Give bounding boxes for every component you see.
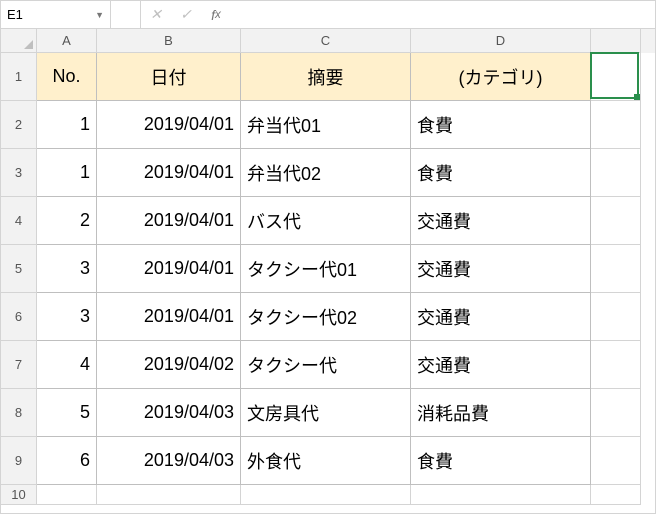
cell-date[interactable]: 2019/04/03 (97, 389, 241, 437)
cell-no[interactable]: 1 (37, 101, 97, 149)
header-cell-desc[interactable]: 摘要 (241, 53, 411, 101)
cell-no[interactable]: 4 (37, 341, 97, 389)
row-header-2[interactable]: 2 (1, 101, 37, 149)
cell-no[interactable]: 1 (37, 149, 97, 197)
cell-category[interactable]: 交通費 (411, 197, 591, 245)
table-row: 7 4 2019/04/02 タクシー代 交通費 (1, 341, 655, 389)
formula-bar: E1 ▼ ✕ ✓ fx (1, 1, 655, 29)
cell-category[interactable]: 交通費 (411, 245, 591, 293)
column-header-a[interactable]: A (37, 29, 97, 53)
cell-date[interactable]: 2019/04/01 (97, 197, 241, 245)
header-cell-date[interactable]: 日付 (97, 53, 241, 101)
row-header-8[interactable]: 8 (1, 389, 37, 437)
cell-category[interactable]: 食費 (411, 437, 591, 485)
cell-blank[interactable] (591, 437, 641, 485)
formula-input[interactable] (231, 1, 655, 28)
cell-date[interactable]: 2019/04/01 (97, 101, 241, 149)
cell-blank[interactable] (97, 485, 241, 505)
spreadsheet-grid: A B C D 1 No. 日付 摘要 (カテゴリ) 2 1 2019/04/0… (1, 29, 655, 505)
cell-no[interactable]: 2 (37, 197, 97, 245)
table-row: 2 1 2019/04/01 弁当代01 食費 (1, 101, 655, 149)
cell-blank[interactable] (411, 485, 591, 505)
column-header-c[interactable]: C (241, 29, 411, 53)
cell-blank[interactable] (591, 485, 641, 505)
cell-e1[interactable] (591, 53, 641, 101)
cell-blank[interactable] (37, 485, 97, 505)
cell-blank[interactable] (591, 149, 641, 197)
cell-date[interactable]: 2019/04/03 (97, 437, 241, 485)
cell-category[interactable]: 交通費 (411, 341, 591, 389)
column-headers: A B C D (1, 29, 655, 53)
row-header-9[interactable]: 9 (1, 437, 37, 485)
row-header-6[interactable]: 6 (1, 293, 37, 341)
cell-date[interactable]: 2019/04/01 (97, 245, 241, 293)
column-header-d[interactable]: D (411, 29, 591, 53)
cell-desc[interactable]: 文房具代 (241, 389, 411, 437)
row-header-10[interactable]: 10 (1, 485, 37, 505)
table-row: 9 6 2019/04/03 外食代 食費 (1, 437, 655, 485)
column-header-b[interactable]: B (97, 29, 241, 53)
cell-desc[interactable]: タクシー代01 (241, 245, 411, 293)
fx-icon[interactable]: fx (201, 1, 231, 28)
cell-category[interactable]: 食費 (411, 149, 591, 197)
row-header-7[interactable]: 7 (1, 341, 37, 389)
confirm-icon: ✓ (171, 1, 201, 28)
table-row: 8 5 2019/04/03 文房具代 消耗品費 (1, 389, 655, 437)
cell-blank[interactable] (591, 245, 641, 293)
column-header-e[interactable] (591, 29, 641, 53)
header-cell-no[interactable]: No. (37, 53, 97, 101)
table-row-empty: 10 (1, 485, 655, 505)
cell-desc[interactable]: タクシー代 (241, 341, 411, 389)
row-header-4[interactable]: 4 (1, 197, 37, 245)
cell-blank[interactable] (591, 293, 641, 341)
row-header-5[interactable]: 5 (1, 245, 37, 293)
cell-category[interactable]: 交通費 (411, 293, 591, 341)
name-box[interactable]: E1 ▼ (1, 1, 111, 28)
cell-date[interactable]: 2019/04/01 (97, 149, 241, 197)
rows-container: 1 No. 日付 摘要 (カテゴリ) 2 1 2019/04/01 弁当代01 … (1, 53, 655, 505)
cell-desc[interactable]: バス代 (241, 197, 411, 245)
cell-blank[interactable] (241, 485, 411, 505)
cell-blank[interactable] (591, 101, 641, 149)
select-all-button[interactable] (1, 29, 37, 53)
row-header-1[interactable]: 1 (1, 53, 37, 101)
cell-desc[interactable]: 弁当代01 (241, 101, 411, 149)
row-header-3[interactable]: 3 (1, 149, 37, 197)
formula-bar-spacer (111, 1, 141, 28)
cell-desc[interactable]: 外食代 (241, 437, 411, 485)
cell-no[interactable]: 6 (37, 437, 97, 485)
table-row: 5 3 2019/04/01 タクシー代01 交通費 (1, 245, 655, 293)
cell-no[interactable]: 3 (37, 293, 97, 341)
header-cell-category[interactable]: (カテゴリ) (411, 53, 591, 101)
table-row: 6 3 2019/04/01 タクシー代02 交通費 (1, 293, 655, 341)
cell-desc[interactable]: 弁当代02 (241, 149, 411, 197)
cell-desc[interactable]: タクシー代02 (241, 293, 411, 341)
name-box-value: E1 (7, 7, 91, 22)
cell-date[interactable]: 2019/04/02 (97, 341, 241, 389)
table-row: 4 2 2019/04/01 バス代 交通費 (1, 197, 655, 245)
cell-category[interactable]: 消耗品費 (411, 389, 591, 437)
cell-no[interactable]: 3 (37, 245, 97, 293)
cell-category[interactable]: 食費 (411, 101, 591, 149)
cell-no[interactable]: 5 (37, 389, 97, 437)
cell-date[interactable]: 2019/04/01 (97, 293, 241, 341)
table-row: 3 1 2019/04/01 弁当代02 食費 (1, 149, 655, 197)
cell-blank[interactable] (591, 389, 641, 437)
cell-blank[interactable] (591, 341, 641, 389)
cancel-icon: ✕ (141, 1, 171, 28)
table-header-row: 1 No. 日付 摘要 (カテゴリ) (1, 53, 655, 101)
chevron-down-icon[interactable]: ▼ (91, 10, 104, 20)
cell-blank[interactable] (591, 197, 641, 245)
